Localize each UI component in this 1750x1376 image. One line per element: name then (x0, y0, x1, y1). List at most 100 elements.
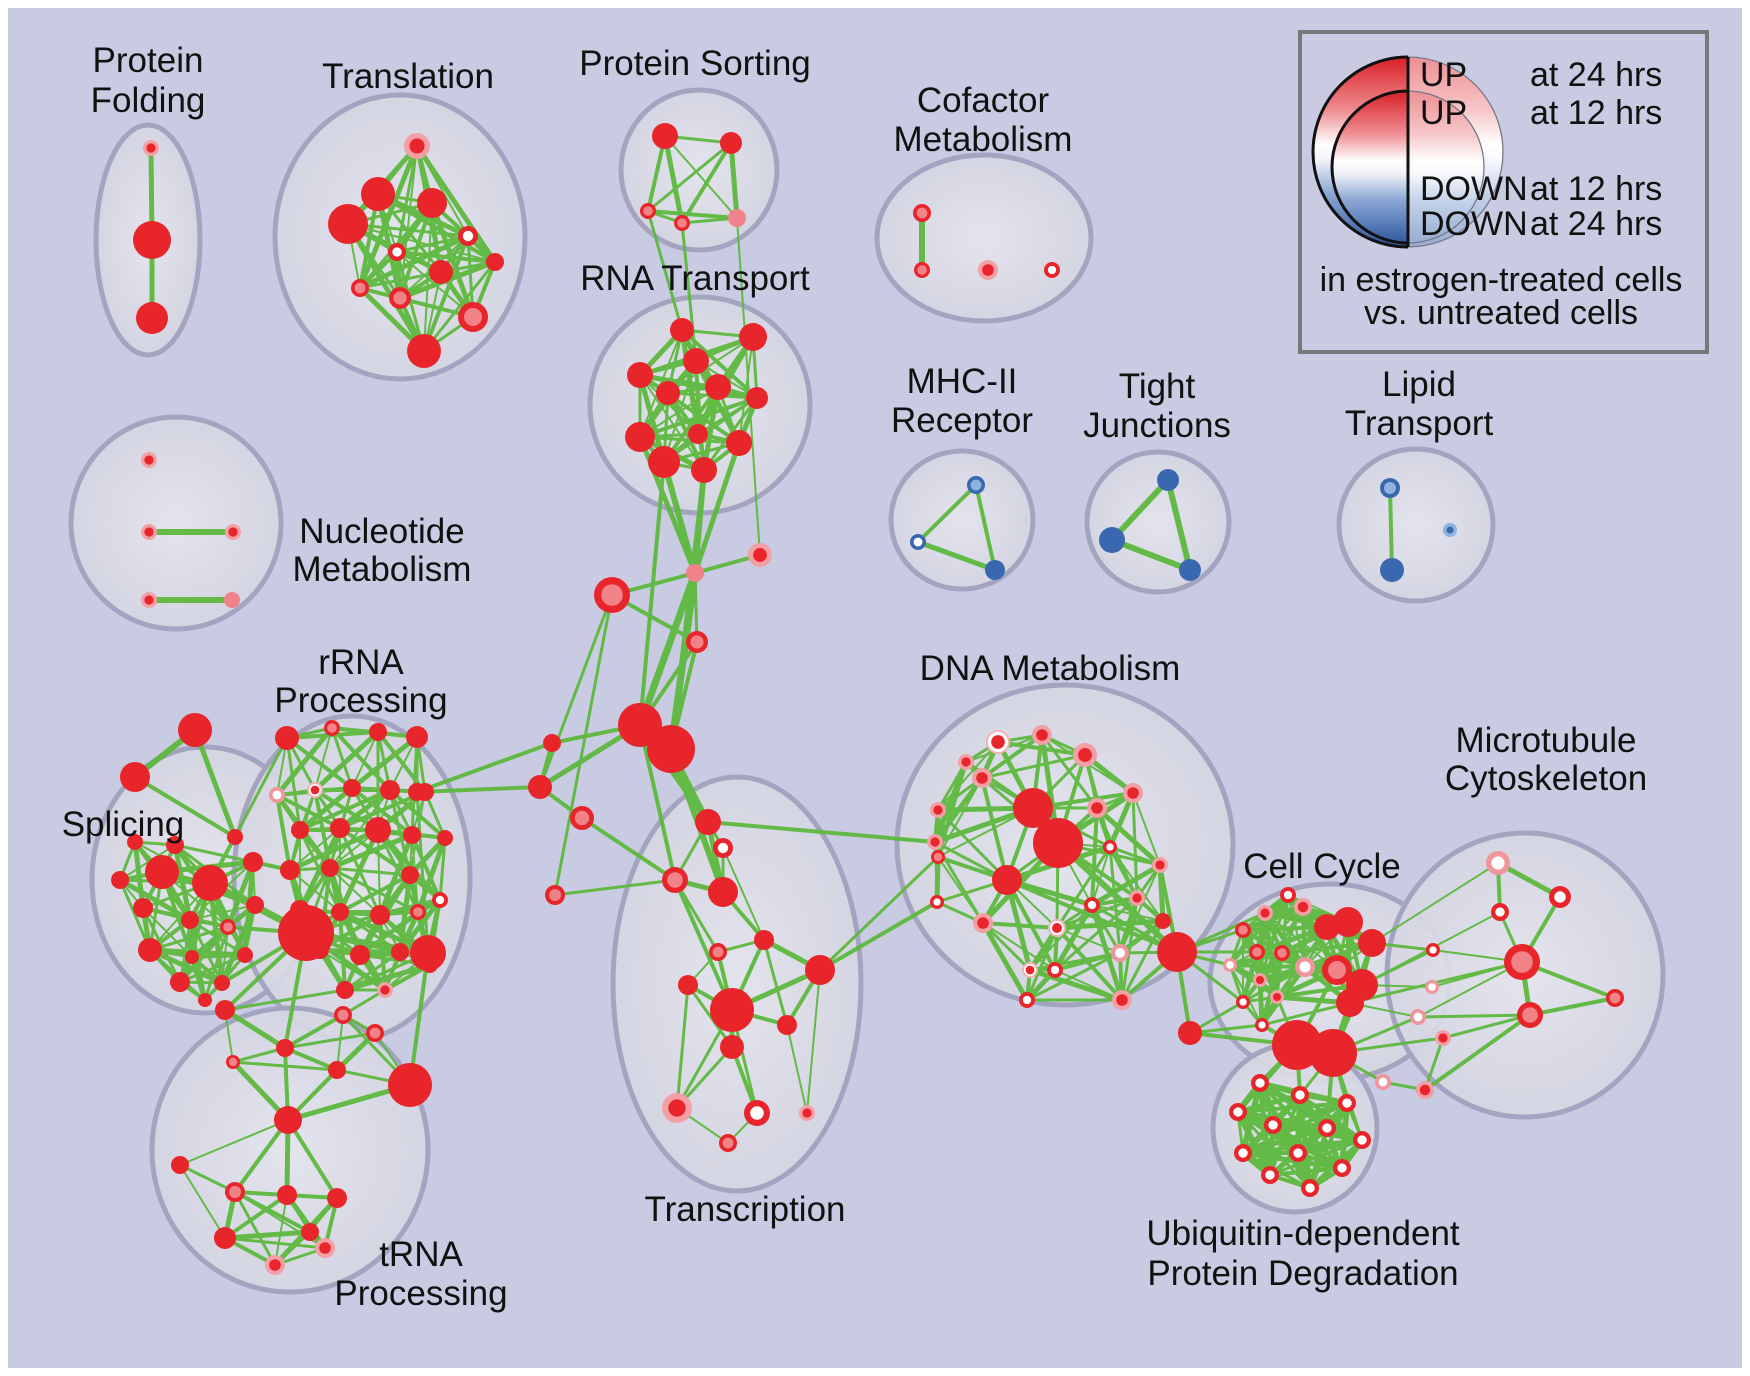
graph-node-splicing[interactable] (111, 871, 129, 889)
graph-node-splicing[interactable] (170, 972, 190, 992)
graph-node-trna-processing[interactable] (276, 1039, 294, 1057)
graph-node-dna-metabolism[interactable] (1087, 798, 1107, 818)
graph-node-ubiquitin-degradation[interactable] (1251, 1074, 1269, 1092)
graph-node-cell-cycle[interactable] (1236, 995, 1250, 1009)
graph-node-rrna-processing[interactable] (324, 720, 340, 736)
graph-node-dna-metabolism[interactable] (973, 913, 993, 933)
graph-node-dna-metabolism[interactable] (1103, 840, 1117, 854)
graph-node-nucleotide-metabolism[interactable] (141, 524, 157, 540)
graph-node-dna-metabolism[interactable] (1073, 743, 1097, 767)
graph-node-connectors[interactable] (178, 713, 212, 747)
graph-node-splicing[interactable] (214, 975, 230, 991)
graph-node-microtubule-cytoskeleton[interactable] (1504, 944, 1540, 980)
graph-node-transcription[interactable] (744, 1100, 770, 1126)
graph-node-trna-processing[interactable] (301, 1223, 319, 1241)
graph-node-rna-transport[interactable] (627, 362, 653, 388)
graph-node-rna-transport[interactable] (739, 323, 767, 351)
graph-node-nucleotide-metabolism[interactable] (141, 592, 157, 608)
graph-node-transcription[interactable] (545, 885, 565, 905)
graph-node-trna-processing[interactable] (327, 1188, 347, 1208)
graph-node-dna-metabolism[interactable] (1048, 919, 1066, 937)
graph-node-connectors[interactable] (1178, 1021, 1202, 1045)
graph-node-transcription[interactable] (799, 1105, 815, 1121)
graph-node-connectors[interactable] (528, 775, 552, 799)
graph-node-ubiquitin-degradation[interactable] (1234, 1144, 1252, 1162)
graph-node-cell-cycle[interactable] (1295, 957, 1315, 977)
graph-node-microtubule-cytoskeleton[interactable] (1486, 851, 1510, 875)
graph-node-splicing[interactable] (246, 896, 264, 914)
graph-node-ubiquitin-degradation[interactable] (1338, 1094, 1356, 1112)
graph-node-rrna-processing[interactable] (410, 935, 446, 971)
graph-node-transcription[interactable] (777, 1015, 797, 1035)
graph-node-protein-folding[interactable] (133, 221, 171, 259)
graph-node-dna-metabolism[interactable] (1155, 913, 1171, 929)
graph-node-splicing[interactable] (133, 898, 153, 918)
graph-node-dna-metabolism[interactable] (1152, 857, 1168, 873)
graph-node-rrna-processing[interactable] (350, 945, 370, 965)
graph-node-cofactor-metabolism[interactable] (913, 204, 931, 222)
graph-node-ubiquitin-degradation[interactable] (1301, 1179, 1319, 1197)
graph-node-rna-transport[interactable] (705, 374, 731, 400)
graph-node-dna-metabolism[interactable] (1123, 783, 1143, 803)
graph-node-rrna-processing[interactable] (377, 982, 393, 998)
graph-node-rna-transport[interactable] (648, 446, 680, 478)
graph-node-splicing[interactable] (127, 834, 143, 850)
graph-node-protein-sorting[interactable] (640, 203, 656, 219)
graph-node-transcription[interactable] (709, 943, 727, 961)
graph-node-connectors[interactable] (748, 543, 772, 567)
graph-node-connectors[interactable] (647, 725, 695, 773)
graph-node-connectors[interactable] (570, 806, 594, 830)
graph-node-microtubule-cytoskeleton[interactable] (1606, 989, 1624, 1007)
graph-node-trna-processing[interactable] (315, 1238, 335, 1258)
graph-node-rrna-processing[interactable] (401, 866, 419, 884)
graph-node-translation[interactable] (458, 226, 478, 246)
graph-node-trna-processing[interactable] (366, 1024, 384, 1042)
graph-node-dna-metabolism[interactable] (930, 802, 946, 818)
graph-node-splicing[interactable] (145, 855, 179, 889)
graph-node-rrna-processing[interactable] (369, 723, 387, 741)
graph-node-rrna-processing[interactable] (336, 981, 354, 999)
graph-node-translation[interactable] (388, 243, 406, 261)
graph-node-connectors[interactable] (408, 783, 426, 801)
graph-node-cell-cycle[interactable] (1257, 905, 1273, 921)
graph-node-dna-metabolism[interactable] (972, 768, 992, 788)
graph-node-rrna-processing[interactable] (269, 787, 285, 803)
graph-node-microtubule-cytoskeleton[interactable] (1425, 980, 1439, 994)
graph-node-cell-cycle[interactable] (1280, 887, 1296, 903)
graph-node-dna-metabolism[interactable] (1032, 725, 1052, 745)
graph-node-connectors[interactable] (1157, 932, 1197, 972)
graph-node-splicing[interactable] (243, 852, 263, 872)
graph-node-rrna-processing[interactable] (380, 780, 400, 800)
graph-node-cell-cycle[interactable] (1333, 907, 1363, 937)
graph-node-transcription[interactable] (805, 955, 835, 985)
graph-node-trna-processing[interactable] (334, 1006, 352, 1024)
graph-node-trna-processing[interactable] (214, 1227, 236, 1249)
graph-node-dna-metabolism[interactable] (931, 850, 945, 864)
graph-node-protein-folding[interactable] (143, 140, 159, 156)
graph-node-protein-sorting[interactable] (728, 209, 746, 227)
graph-node-connectors[interactable] (686, 564, 704, 582)
graph-node-rrna-processing[interactable] (307, 782, 323, 798)
graph-node-protein-sorting[interactable] (720, 132, 742, 154)
graph-node-mhc-ii-receptor[interactable] (910, 534, 926, 550)
graph-node-rrna-processing[interactable] (410, 904, 426, 920)
graph-node-splicing[interactable] (198, 993, 212, 1007)
graph-node-dna-metabolism[interactable] (1022, 962, 1038, 978)
graph-node-microtubule-cytoskeleton[interactable] (1375, 1074, 1391, 1090)
graph-node-rrna-processing[interactable] (437, 830, 453, 846)
graph-node-rna-transport[interactable] (746, 387, 768, 409)
graph-node-connectors[interactable] (686, 631, 708, 653)
graph-node-microtubule-cytoskeleton[interactable] (1491, 903, 1509, 921)
graph-node-transcription[interactable] (720, 1035, 744, 1059)
graph-node-trna-processing[interactable] (226, 1055, 240, 1069)
graph-node-translation[interactable] (361, 177, 395, 211)
graph-node-transcription[interactable] (710, 988, 754, 1032)
graph-node-transcription[interactable] (695, 809, 721, 835)
graph-node-transcription[interactable] (713, 838, 733, 858)
graph-node-cell-cycle[interactable] (1253, 973, 1267, 987)
graph-node-transcription[interactable] (662, 867, 688, 893)
graph-node-dna-metabolism[interactable] (1047, 962, 1063, 978)
graph-node-lipid-transport[interactable] (1380, 558, 1404, 582)
graph-node-cofactor-metabolism[interactable] (1044, 262, 1060, 278)
graph-node-nucleotide-metabolism[interactable] (141, 452, 157, 468)
